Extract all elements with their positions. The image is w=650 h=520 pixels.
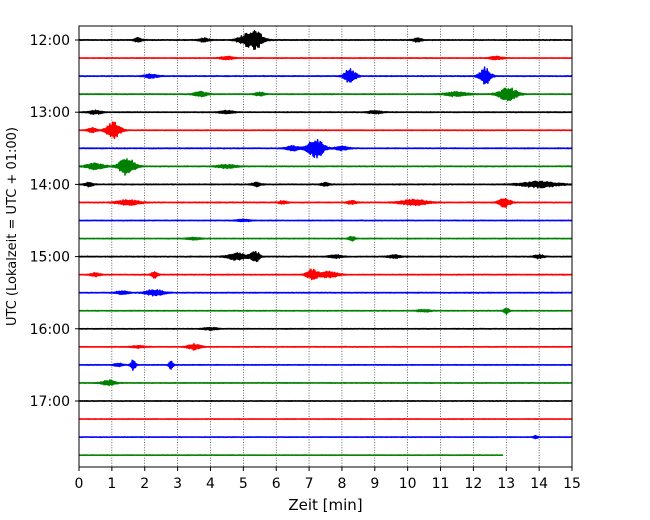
y-tick-label: 13:00	[30, 105, 70, 121]
y-tick-label: 15:00	[30, 250, 70, 266]
trace-12	[78, 250, 573, 263]
x-axis-label: Zeit [min]	[288, 496, 362, 514]
y-tick-label: 16:00	[30, 322, 70, 338]
y-tick-label: 14:00	[30, 177, 70, 193]
trace-14	[78, 289, 573, 297]
trace-4	[78, 109, 573, 115]
x-tick-label: 6	[272, 476, 281, 492]
x-tick-label: 7	[305, 476, 314, 492]
plot-frame	[78, 25, 573, 468]
trace-21	[78, 417, 573, 421]
x-tick-label: 11	[432, 476, 450, 492]
trace-10	[78, 218, 573, 223]
y-tick-label: 12:00	[30, 33, 70, 49]
trace-5	[78, 121, 573, 140]
x-tick-label: 2	[140, 476, 149, 492]
x-tick-label: 15	[563, 476, 581, 492]
y-axis-ticks: 12:00 13:00 14:00 15:00 16:00 17:00	[30, 33, 79, 410]
x-tick-label: 3	[173, 476, 182, 492]
seismogram-traces	[78, 29, 573, 457]
x-axis-ticks: 0 1 2 3 4 5 6 7 8 9 10 11 12 13 14 15	[75, 467, 581, 492]
vertical-gridlines	[111, 26, 540, 467]
trace-3	[78, 87, 573, 102]
trace-2	[78, 66, 573, 85]
trace-0	[78, 29, 573, 51]
trace-19	[78, 379, 573, 387]
trace-13	[78, 268, 573, 281]
trace-1	[78, 55, 573, 61]
trace-16	[78, 326, 573, 331]
x-tick-label: 13	[497, 476, 515, 492]
trace-7	[78, 158, 573, 176]
x-tick-label: 8	[337, 476, 346, 492]
x-tick-label: 14	[530, 476, 548, 492]
trace-6	[78, 138, 573, 159]
trace-18	[78, 359, 573, 371]
x-tick-label: 9	[370, 476, 379, 492]
trace-22	[78, 434, 573, 440]
trace-15	[78, 307, 573, 315]
x-tick-label: 5	[239, 476, 248, 492]
trace-20	[78, 399, 573, 403]
trace-17	[78, 342, 573, 351]
x-tick-label: 12	[464, 476, 482, 492]
x-tick-label: 10	[399, 476, 417, 492]
y-tick-label: 17:00	[30, 394, 70, 410]
y-axis-label: UTC (Lokalzeit = UTC + 01:00)	[5, 127, 20, 326]
trace-23	[78, 454, 504, 457]
x-tick-label: 4	[206, 476, 215, 492]
x-tick-label: 1	[107, 476, 116, 492]
trace-9	[78, 197, 573, 208]
trace-11	[78, 235, 573, 242]
trace-8	[78, 180, 573, 189]
x-tick-label: 0	[75, 476, 84, 492]
